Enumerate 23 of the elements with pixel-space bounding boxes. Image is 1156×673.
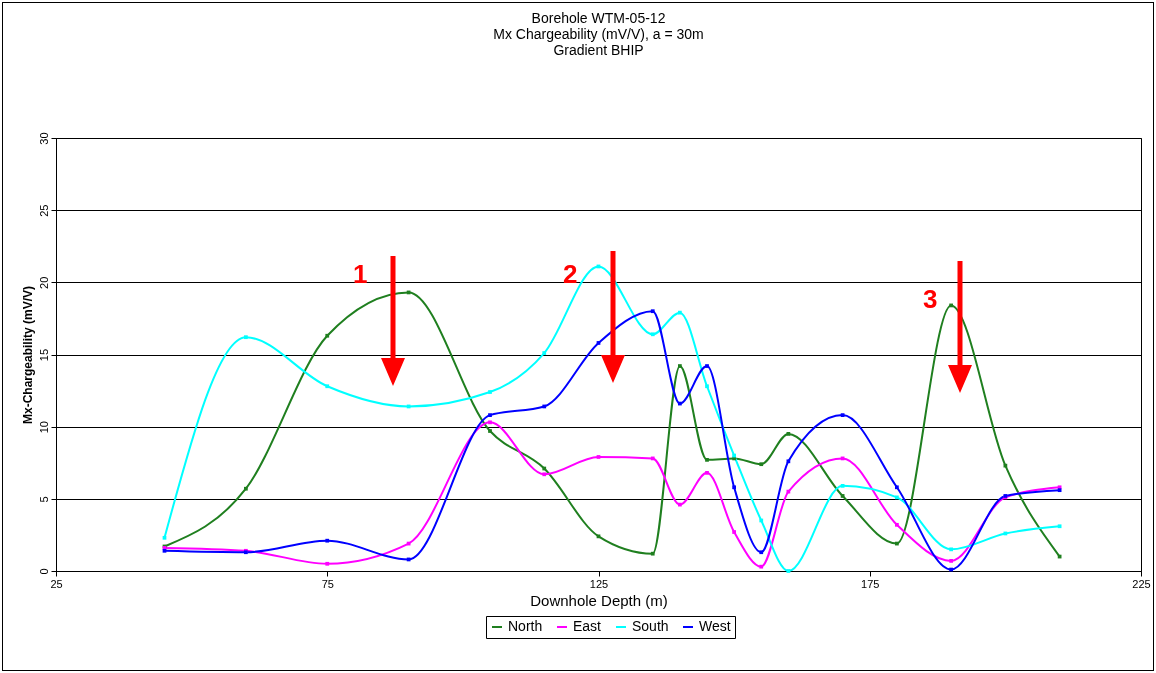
legend-label: East — [573, 618, 602, 634]
y-tick-label: 20 — [37, 276, 50, 289]
x-tick-label: 125 — [589, 577, 609, 590]
chart-title: Borehole WTM-05-12 — [531, 9, 666, 26]
x-tick-label: 175 — [861, 577, 880, 590]
y-tick-label: 10 — [37, 421, 50, 434]
legend-label: West — [699, 618, 731, 634]
annotation: 1 — [353, 259, 368, 289]
legend-label: South — [632, 618, 669, 634]
annotation: 2 — [563, 259, 578, 289]
chart-subtitle: Mx Chargeability (mV/V), a = 30m Gradient BHIP — [493, 25, 704, 58]
x-tick-label: 225 — [1132, 577, 1151, 590]
legend-label: North — [508, 618, 543, 634]
y-tick-label: 30 — [37, 132, 50, 145]
x-axis-title: Downhole Depth (m) — [530, 591, 668, 609]
y-tick-label: 15 — [37, 348, 50, 362]
y-tick-label: 5 — [37, 496, 50, 503]
annotation: 3 — [923, 284, 938, 314]
x-tick-label: 25 — [50, 577, 63, 590]
y-axis-title: Mx-Chargeability (mV/V) — [20, 285, 35, 425]
x-tick-label: 75 — [321, 577, 334, 590]
y-tick-label: 0 — [37, 568, 50, 575]
y-tick-label: 25 — [37, 204, 50, 217]
